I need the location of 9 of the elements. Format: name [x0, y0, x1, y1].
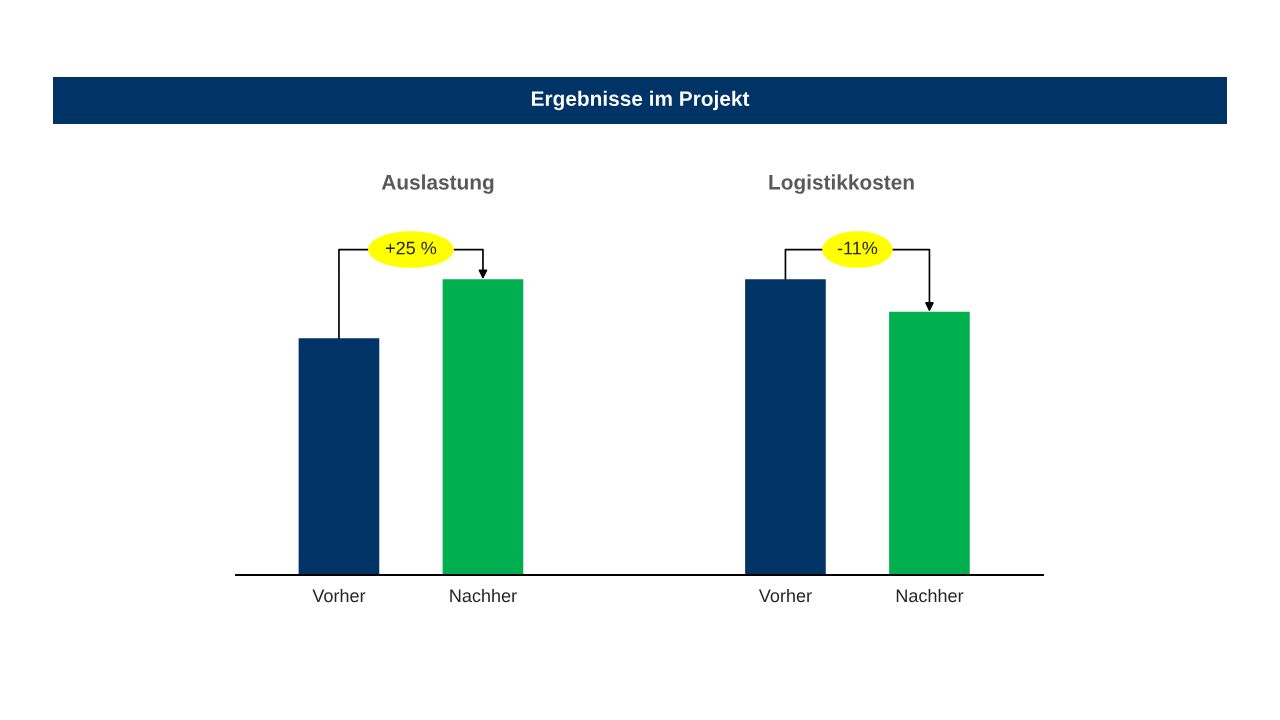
x-tick-label: Vorher [758, 588, 812, 603]
x-tick-label: Nachher [450, 588, 517, 603]
x-tick-label: Vorher [312, 588, 366, 603]
chart-title: Logistikkosten [769, 174, 914, 194]
chart-title: Auslastung [381, 174, 494, 194]
x-tick-label: Nachher [896, 588, 964, 603]
text: -11% [837, 241, 878, 255]
text: Ergebnisse im Projekt [531, 90, 750, 111]
text: +25 % [385, 241, 437, 255]
